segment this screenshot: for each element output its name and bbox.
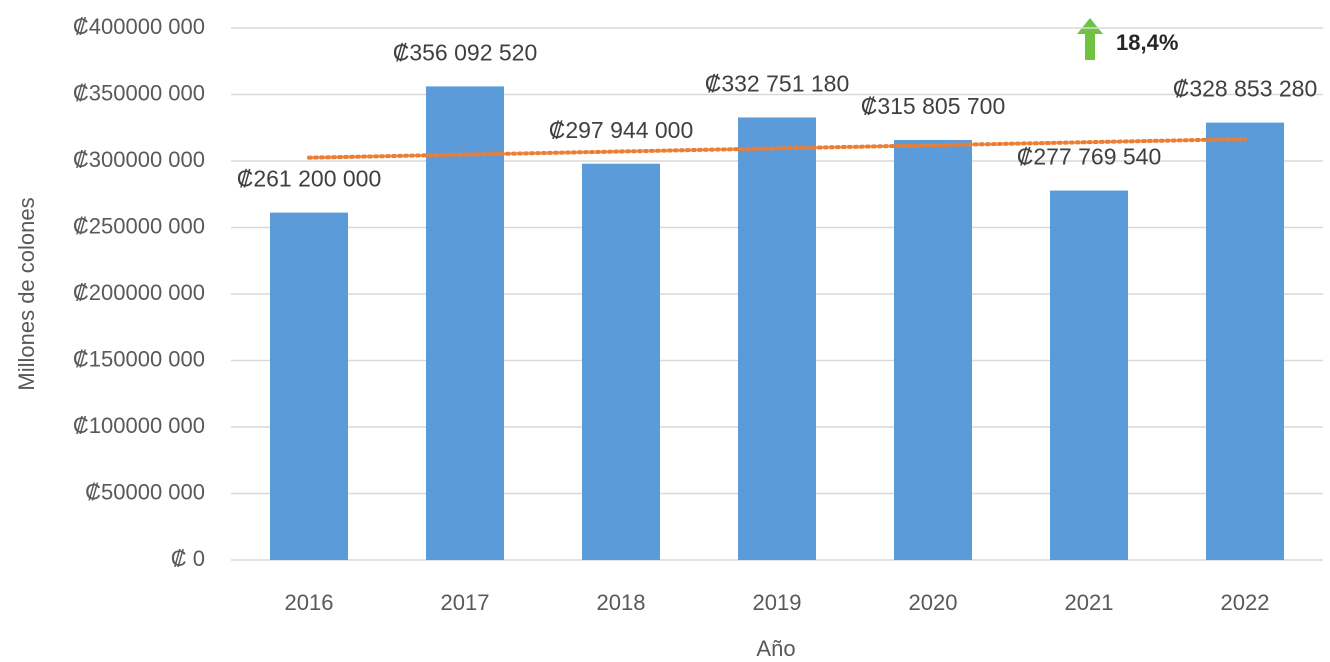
- bar: [738, 117, 816, 561]
- data-label: ₡328 853 280: [1173, 76, 1318, 102]
- y-tick-label: ₡300000 000: [73, 147, 205, 172]
- y-tick-label: ₡400000 000: [73, 14, 205, 39]
- data-label: ₡356 092 520: [393, 39, 538, 65]
- y-tick-label: ₡150000 000: [73, 346, 205, 371]
- bar: [1050, 190, 1128, 560]
- x-tick-label: 2020: [909, 590, 958, 615]
- bar: [426, 86, 504, 561]
- up-arrow: [1077, 18, 1103, 60]
- y-tick-label: ₡100000 000: [73, 413, 205, 438]
- x-tick-label: 2019: [753, 590, 802, 615]
- y-tick-label: ₡200000 000: [73, 280, 205, 305]
- y-axis-title: Millones de colones: [14, 197, 39, 390]
- y-tick-label: ₡ 0: [171, 546, 205, 571]
- y-tick-label: ₡50000 000: [85, 479, 205, 504]
- data-label: ₡332 751 180: [705, 71, 850, 97]
- bar: [582, 163, 660, 560]
- trendline: [307, 137, 1247, 160]
- x-tick-label: 2016: [285, 590, 334, 615]
- bar: [270, 212, 348, 560]
- data-label: ₡315 805 700: [861, 93, 1006, 119]
- bar: [894, 139, 972, 560]
- bar: [1206, 122, 1284, 561]
- data-label: ₡297 944 000: [549, 117, 694, 143]
- x-tick-label: 2018: [597, 590, 646, 615]
- x-tick-label: 2021: [1065, 590, 1114, 615]
- x-tick-label: 2022: [1221, 590, 1270, 615]
- x-axis-title: Año: [756, 636, 795, 661]
- y-tick-label: ₡350000 000: [73, 80, 205, 105]
- x-tick-label: 2017: [441, 590, 490, 615]
- data-label: ₡261 200 000: [237, 166, 382, 192]
- y-tick-label: ₡250000 000: [73, 213, 205, 238]
- data-label: ₡277 769 540: [1017, 144, 1162, 170]
- annotation: 18,4%: [1116, 30, 1178, 55]
